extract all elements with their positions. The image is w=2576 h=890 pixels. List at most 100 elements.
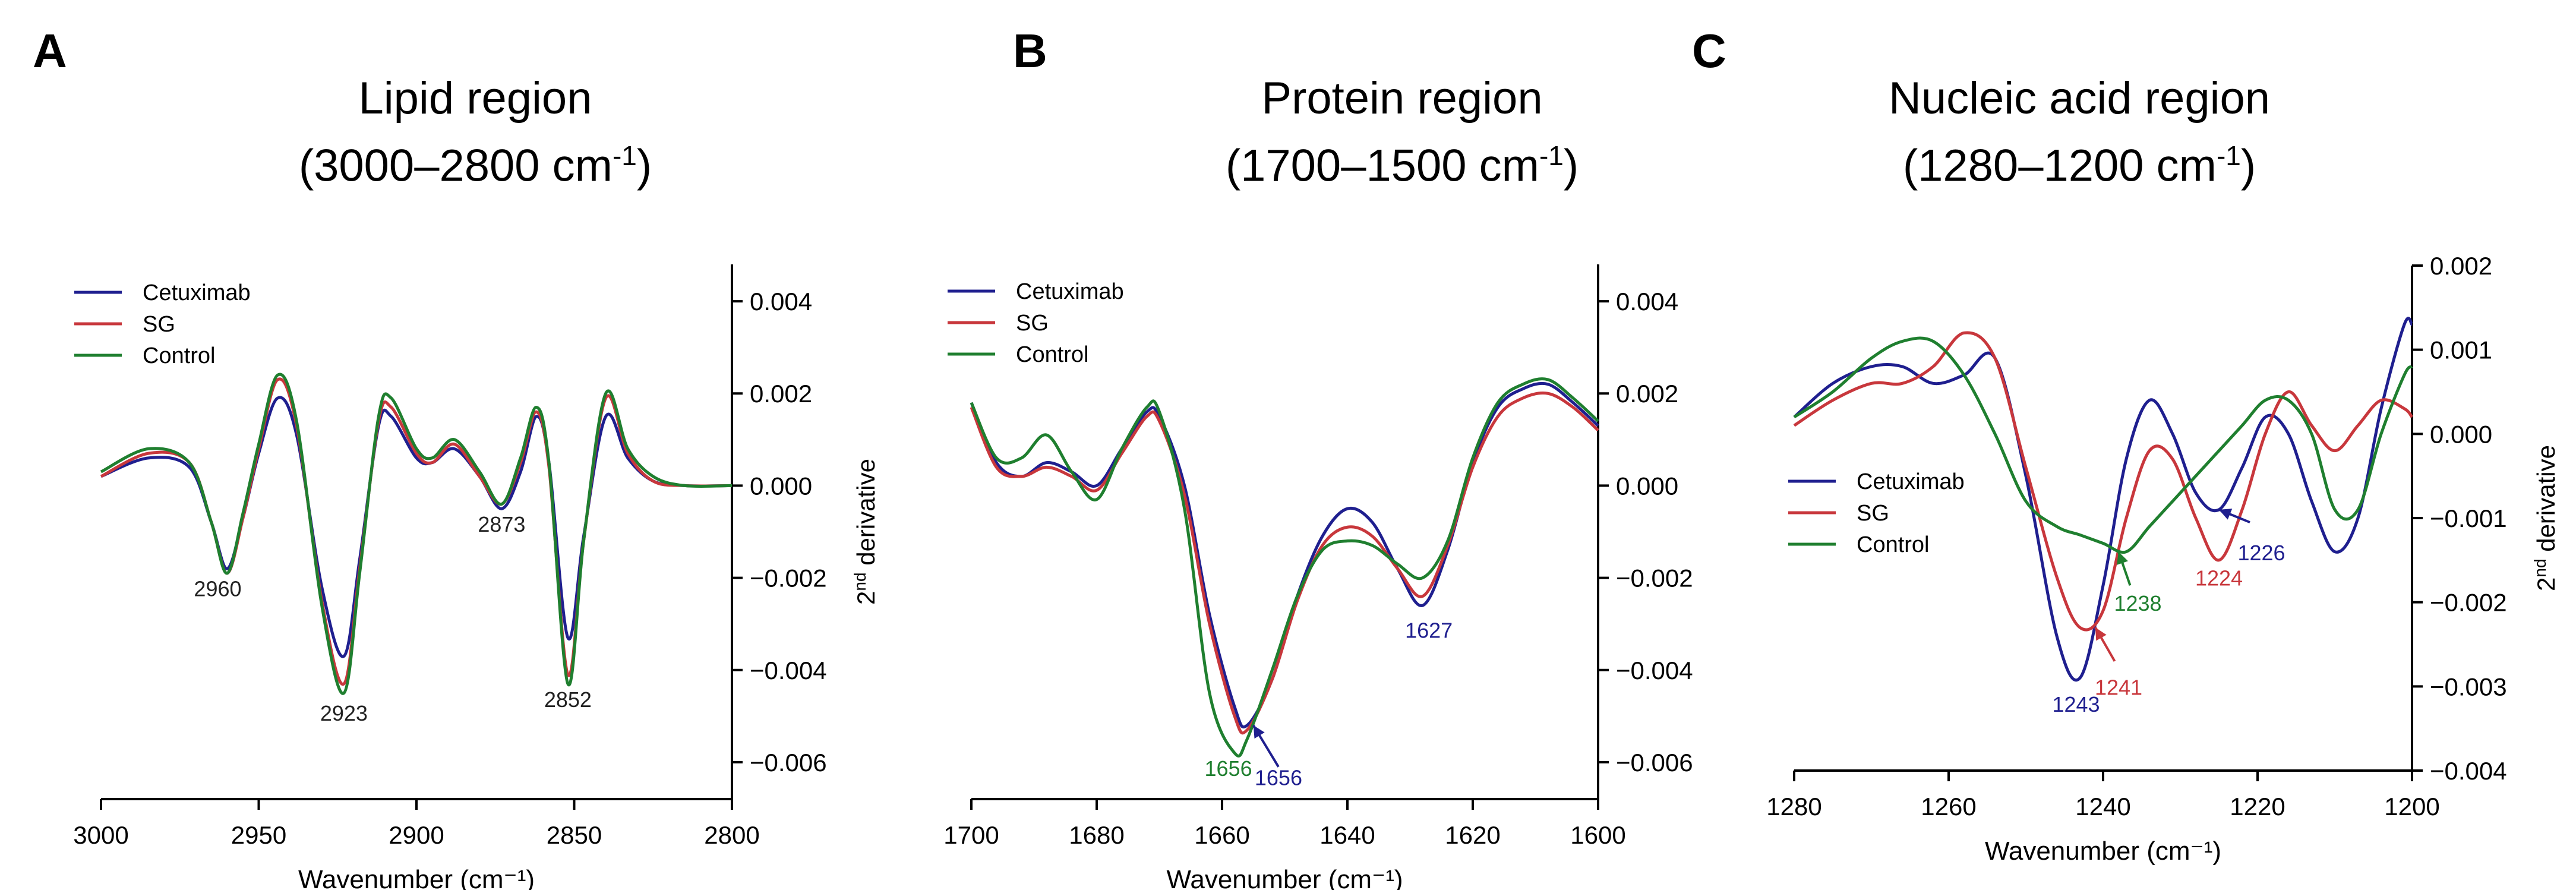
- x-tick-label: 1620: [1445, 821, 1500, 849]
- series-line-cetuximab: [970, 381, 1599, 729]
- peak-label: 1226: [2237, 541, 2285, 565]
- chart-protein-region: 1700 1680 1660 1640 1620 1600 Wavenumber (cm⁻¹…: [943, 264, 1693, 890]
- panel-title-b-line2: (1700–1500 cm-1): [1135, 127, 1669, 194]
- peak-label: 1656: [1205, 756, 1252, 781]
- annotation-arrow-head: [1253, 725, 1265, 739]
- panel-title-b-sup: -1: [1539, 140, 1564, 171]
- y-tick-label: 0.002: [2430, 252, 2492, 280]
- panel-title-c-range: (1280–1200 cm: [1902, 140, 2217, 191]
- x-tick-label: 1220: [2230, 793, 2285, 820]
- chart-lipid-region: 3000 2950 2900 2850 2800 Wavenumber (cm⁻¹) 0.0…: [73, 264, 880, 890]
- legend-label-control: Control: [1857, 532, 1930, 557]
- y-tick-label: 0.001: [2430, 336, 2492, 364]
- y-tick-label: −0.002: [750, 564, 827, 592]
- peak-label: 2923: [320, 701, 368, 725]
- series-line-cetuximab: [1793, 317, 2414, 682]
- panel-title-b-range: (1700–1500 cm: [1225, 140, 1539, 191]
- panel-title-c-line1: Nucleic acid region: [1888, 73, 2271, 124]
- panel-title-a: Lipid region (3000–2800 cm-1): [208, 70, 743, 194]
- panel-letter-c: C: [1692, 24, 1726, 77]
- panel-title-b: Protein region (1700–1500 cm-1): [1135, 70, 1669, 194]
- legend-label-cetuximab: Cetuximab: [143, 280, 251, 305]
- annotation-arrow-head: [2095, 627, 2107, 641]
- peak-label: 1238: [2114, 591, 2161, 616]
- annotation-arrow-head: [2117, 551, 2128, 565]
- x-tick-label: 2800: [704, 821, 759, 849]
- legend-label-control: Control: [143, 343, 216, 368]
- series-line-sg: [970, 391, 1599, 735]
- y-tick-label: 0.004: [1616, 288, 1678, 315]
- panel-title-a-sup: -1: [612, 140, 637, 171]
- y-tick-label: −0.003: [2430, 673, 2507, 700]
- panel-title-a-line2: (3000–2800 cm-1): [208, 127, 743, 194]
- legend-label-sg: SG: [1857, 501, 1889, 526]
- x-tick-label: 1700: [943, 821, 999, 849]
- y-axis-title-main: 2: [2532, 577, 2560, 591]
- legend-label-sg: SG: [143, 312, 175, 337]
- panel-title-b-line1: Protein region: [1261, 73, 1543, 124]
- y-tick-label: 0.002: [1616, 380, 1678, 408]
- y-tick-label: −0.004: [750, 657, 827, 684]
- x-tick-label: 1600: [1570, 821, 1625, 849]
- x-tick-label: 1680: [1069, 821, 1124, 849]
- panel-title-c-sup: -1: [2216, 140, 2241, 171]
- y-tick-label: −0.002: [1616, 564, 1693, 592]
- y-axis-title-main: 2: [852, 591, 880, 605]
- panel-title-c: Nucleic acid region (1280–1200 cm-1): [1782, 70, 2376, 194]
- peak-label: 1241: [2095, 676, 2142, 700]
- y-tick-label: −0.004: [1616, 657, 1693, 684]
- legend-label-cetuximab: Cetuximab: [1857, 469, 1965, 494]
- peak-label: 2873: [478, 512, 525, 536]
- x-tick-label: 1260: [1921, 793, 1976, 820]
- y-tick-label: 0.000: [2430, 420, 2492, 448]
- peak-label: 1224: [2195, 566, 2243, 590]
- panel-title-a-range: (3000–2800 cm: [298, 140, 613, 191]
- legend-label-cetuximab: Cetuximab: [1016, 279, 1124, 304]
- x-tick-label: 1660: [1194, 821, 1249, 849]
- panel-title-b-close: ): [1563, 140, 1579, 191]
- series-line-cetuximab: [100, 396, 733, 658]
- x-tick-label: 2850: [547, 821, 602, 849]
- series-line-control: [100, 373, 733, 695]
- panel-title-c-close: ): [2240, 140, 2256, 191]
- y-axis-title-rest: derivative: [2532, 445, 2560, 558]
- peak-label: 1243: [2052, 692, 2100, 717]
- series-line-control: [970, 377, 1599, 758]
- y-tick-label: −0.006: [1616, 749, 1693, 777]
- y-tick-label: 0.004: [750, 288, 812, 315]
- panel-letter-a: A: [33, 24, 67, 77]
- y-tick-label: −0.001: [2430, 504, 2507, 532]
- y-axis-title: 2nd derivative: [851, 459, 880, 605]
- chart-nucleic-acid-region: 1280 1260 1240 1220 1200 Wavenumber (cm⁻¹) 0.0…: [1766, 252, 2561, 866]
- panel-title-a-close: ): [636, 140, 652, 191]
- x-axis-title: Wavenumber (cm⁻¹): [298, 865, 535, 890]
- x-tick-label: 1200: [2384, 793, 2439, 820]
- y-tick-label: −0.002: [2430, 589, 2507, 617]
- peak-label: 2852: [544, 687, 592, 712]
- peak-label: 1656: [1255, 766, 1302, 790]
- legend-label-sg: SG: [1016, 311, 1049, 336]
- y-tick-label: 0.000: [1616, 472, 1678, 500]
- x-tick-label: 1280: [1766, 793, 1821, 820]
- peak-label: 1627: [1405, 618, 1453, 642]
- panel-title-a-line1: Lipid region: [358, 73, 592, 124]
- x-tick-label: 1640: [1319, 821, 1375, 849]
- x-tick-label: 2950: [231, 821, 286, 849]
- peak-label: 2960: [194, 577, 241, 601]
- x-tick-label: 1240: [2075, 793, 2130, 820]
- y-tick-label: 0.002: [750, 380, 812, 408]
- x-tick-label: 2900: [389, 821, 444, 849]
- series-line-sg: [100, 377, 733, 686]
- legend-label-control: Control: [1016, 342, 1089, 367]
- y-axis-title-sup: nd: [851, 572, 869, 591]
- y-axis-title-rest: derivative: [852, 459, 880, 572]
- x-tick-label: 3000: [73, 821, 128, 849]
- annotation-arrow-head: [2219, 509, 2233, 520]
- y-tick-label: −0.006: [750, 749, 827, 777]
- x-axis-title: Wavenumber (cm⁻¹): [1166, 865, 1403, 890]
- y-axis-title: 2nd derivative: [2531, 445, 2561, 591]
- y-tick-label: 0.000: [750, 472, 812, 500]
- y-tick-label: −0.004: [2430, 757, 2507, 785]
- panel-letter-b: B: [1013, 24, 1047, 77]
- x-axis-title: Wavenumber (cm⁻¹): [1985, 837, 2221, 866]
